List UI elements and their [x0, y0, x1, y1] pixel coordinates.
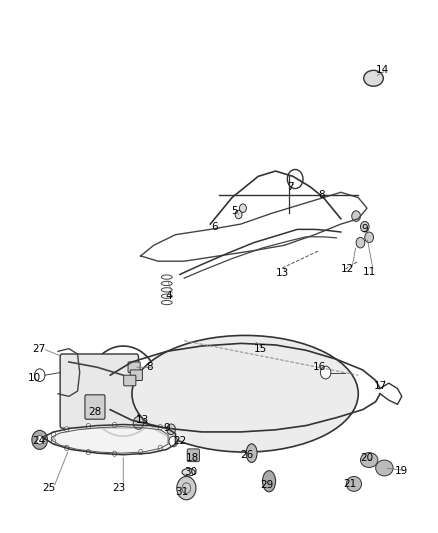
Ellipse shape — [364, 70, 383, 86]
Circle shape — [32, 430, 47, 449]
Circle shape — [51, 432, 56, 437]
Ellipse shape — [246, 444, 257, 463]
Text: 23: 23 — [112, 483, 126, 493]
Text: 9: 9 — [163, 423, 170, 433]
Text: 20: 20 — [360, 454, 374, 463]
Text: 9: 9 — [361, 224, 368, 235]
Circle shape — [158, 424, 162, 430]
Ellipse shape — [182, 469, 195, 476]
Circle shape — [64, 445, 69, 450]
Circle shape — [36, 435, 43, 444]
Text: 8: 8 — [146, 362, 153, 372]
Text: 22: 22 — [173, 437, 187, 447]
Text: 12: 12 — [341, 264, 354, 274]
Text: 24: 24 — [32, 437, 45, 447]
Text: 25: 25 — [42, 482, 56, 492]
Circle shape — [169, 436, 178, 447]
Ellipse shape — [360, 453, 378, 467]
Text: 14: 14 — [375, 66, 389, 75]
Text: 10: 10 — [28, 373, 41, 383]
Text: 13: 13 — [136, 415, 149, 425]
Circle shape — [138, 449, 143, 455]
FancyBboxPatch shape — [187, 449, 199, 462]
FancyBboxPatch shape — [124, 375, 136, 386]
Ellipse shape — [262, 471, 276, 492]
Circle shape — [169, 439, 173, 444]
Text: 17: 17 — [374, 381, 387, 391]
Text: 30: 30 — [184, 467, 197, 477]
Circle shape — [352, 211, 360, 221]
Text: 7: 7 — [287, 182, 294, 192]
Circle shape — [35, 369, 45, 382]
Circle shape — [365, 232, 374, 243]
Circle shape — [138, 423, 143, 428]
Text: 29: 29 — [260, 480, 273, 490]
Circle shape — [51, 439, 56, 444]
Text: 5: 5 — [231, 206, 237, 216]
Text: 31: 31 — [175, 487, 189, 497]
FancyBboxPatch shape — [60, 354, 138, 428]
Circle shape — [235, 211, 242, 219]
Text: 16: 16 — [312, 362, 326, 372]
Ellipse shape — [132, 335, 358, 452]
Circle shape — [64, 426, 69, 432]
Circle shape — [158, 445, 162, 450]
Circle shape — [133, 417, 144, 429]
Text: 26: 26 — [240, 450, 254, 460]
Circle shape — [169, 429, 173, 434]
Circle shape — [86, 449, 91, 455]
Circle shape — [86, 423, 91, 429]
Circle shape — [321, 366, 331, 379]
FancyBboxPatch shape — [130, 370, 142, 381]
Text: 15: 15 — [254, 344, 267, 354]
FancyBboxPatch shape — [85, 395, 105, 419]
Text: 4: 4 — [166, 290, 172, 301]
Text: 13: 13 — [276, 269, 289, 278]
Text: 19: 19 — [395, 466, 408, 475]
FancyBboxPatch shape — [128, 362, 140, 373]
Ellipse shape — [346, 477, 361, 491]
Circle shape — [167, 424, 176, 434]
Ellipse shape — [376, 460, 393, 476]
Text: 18: 18 — [186, 454, 200, 463]
Circle shape — [113, 422, 117, 427]
Text: 21: 21 — [343, 479, 356, 489]
Circle shape — [177, 477, 196, 500]
Text: 28: 28 — [88, 407, 102, 417]
Circle shape — [360, 221, 369, 232]
Text: 8: 8 — [318, 190, 325, 200]
Text: 11: 11 — [363, 267, 376, 277]
Polygon shape — [45, 424, 176, 455]
Circle shape — [240, 204, 247, 213]
Circle shape — [113, 451, 117, 456]
Text: 27: 27 — [32, 344, 45, 354]
Text: 6: 6 — [212, 222, 218, 232]
Circle shape — [356, 237, 365, 248]
